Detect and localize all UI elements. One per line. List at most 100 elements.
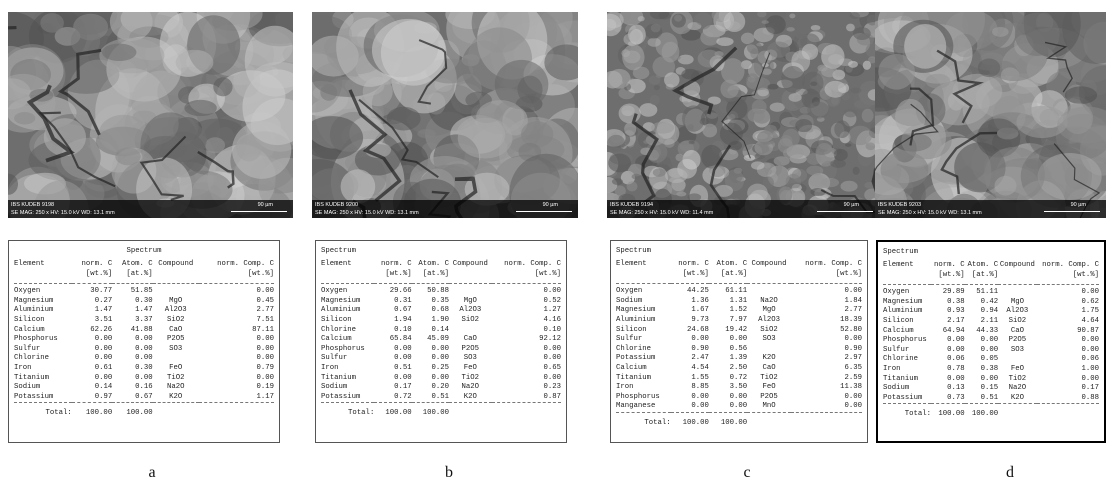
cell: 2.47 (671, 354, 709, 364)
cell: 0.00 (671, 402, 709, 412)
image-id: IBS KUDEB 9198 (11, 202, 54, 208)
cell: Iron (616, 383, 671, 393)
header-unit-row: [wt.%][at.%][wt.%] (14, 270, 274, 280)
image-info: SE MAG: 250 x HV: 15.0 kV WD: 11.4 mm (610, 210, 713, 216)
cell: FeO (747, 383, 791, 393)
cell: Sodium (321, 383, 374, 393)
cell: 0.00 (72, 374, 112, 384)
cell: 0.00 (931, 346, 965, 356)
cell: 2.17 (931, 317, 965, 327)
cell: 0.78 (931, 365, 965, 375)
cell: 18.39 (791, 316, 862, 326)
header-cell: norm. Comp. C (492, 260, 561, 270)
cell: Sulfur (321, 354, 374, 364)
cell: 0.10 (374, 326, 411, 336)
table-title: Spectrum (616, 247, 862, 255)
cell: 0.45 (199, 297, 274, 307)
sem-texture (607, 12, 879, 218)
cell: Potassium (616, 354, 671, 364)
cell: 0.00 (412, 374, 449, 384)
header-unit (153, 270, 199, 280)
cell: P2O5 (747, 393, 791, 403)
header-unit: [at.%] (112, 270, 152, 280)
header-cell: Element (883, 261, 931, 271)
cell: 29.89 (931, 285, 965, 298)
cell: 0.00 (931, 336, 965, 346)
header-unit: [wt.%] (1037, 271, 1099, 281)
cell: 0.94 (965, 307, 999, 317)
cell: CaO (747, 364, 791, 374)
cell: 0.79 (199, 364, 274, 374)
cell: MgO (449, 297, 492, 307)
cell: SO3 (998, 346, 1036, 356)
cell: 1.90 (412, 316, 449, 326)
cell: 24.68 (671, 326, 709, 336)
cell: 0.00 (671, 335, 709, 345)
cell: 0.00 (1037, 375, 1099, 385)
total-value: 100.00 (412, 403, 449, 419)
cell: 0.51 (412, 393, 449, 403)
cell: 0.87 (492, 393, 561, 403)
cell: K2O (153, 393, 199, 403)
cell: P2O5 (998, 336, 1036, 346)
cell: 0.06 (931, 355, 965, 365)
cell: 0.00 (374, 345, 411, 355)
header-cell: norm. Comp. C (1037, 261, 1099, 271)
cell: 1.47 (112, 306, 152, 316)
cell: CaO (153, 326, 199, 336)
cell: Titanium (14, 374, 72, 384)
cell: Chlorine (321, 326, 374, 336)
header-unit-row: [wt.%][at.%][wt.%] (883, 271, 1099, 281)
cell: SiO2 (998, 317, 1036, 327)
cell: 0.00 (791, 335, 862, 345)
cell: 0.17 (374, 383, 411, 393)
cell: 0.00 (199, 374, 274, 384)
cell: 4.16 (492, 316, 561, 326)
cell: 2.97 (791, 354, 862, 364)
cell: 0.00 (931, 375, 965, 385)
cell: 0.67 (374, 306, 411, 316)
cell: 0.51 (965, 394, 999, 404)
total-value: 100.00 (709, 412, 747, 428)
cell: 7.97 (709, 316, 747, 326)
cell: 3.37 (112, 316, 152, 326)
cell: 0.25 (412, 364, 449, 374)
cell: 0.00 (112, 354, 152, 364)
cell: 0.56 (709, 345, 747, 355)
cell: 0.00 (112, 374, 152, 384)
cell: 0.65 (492, 364, 561, 374)
cell: 4.64 (1037, 317, 1099, 327)
cell: Silicon (321, 316, 374, 326)
cell: Potassium (321, 393, 374, 403)
cell: 0.00 (199, 354, 274, 364)
cell: Calcium (14, 326, 72, 336)
cell: 0.00 (72, 335, 112, 345)
cell: 0.00 (412, 354, 449, 364)
cell: 3.51 (72, 316, 112, 326)
header-unit (616, 270, 671, 280)
cell: 1.39 (709, 354, 747, 364)
cell: Al2O3 (998, 307, 1036, 317)
cell: 0.00 (72, 354, 112, 364)
header-unit: [wt.%] (374, 270, 411, 280)
cell: Oxygen (883, 285, 931, 298)
cell: Iron (14, 364, 72, 374)
panel-label: c (743, 464, 750, 482)
cell: 0.35 (412, 297, 449, 307)
cell: TiO2 (747, 374, 791, 384)
